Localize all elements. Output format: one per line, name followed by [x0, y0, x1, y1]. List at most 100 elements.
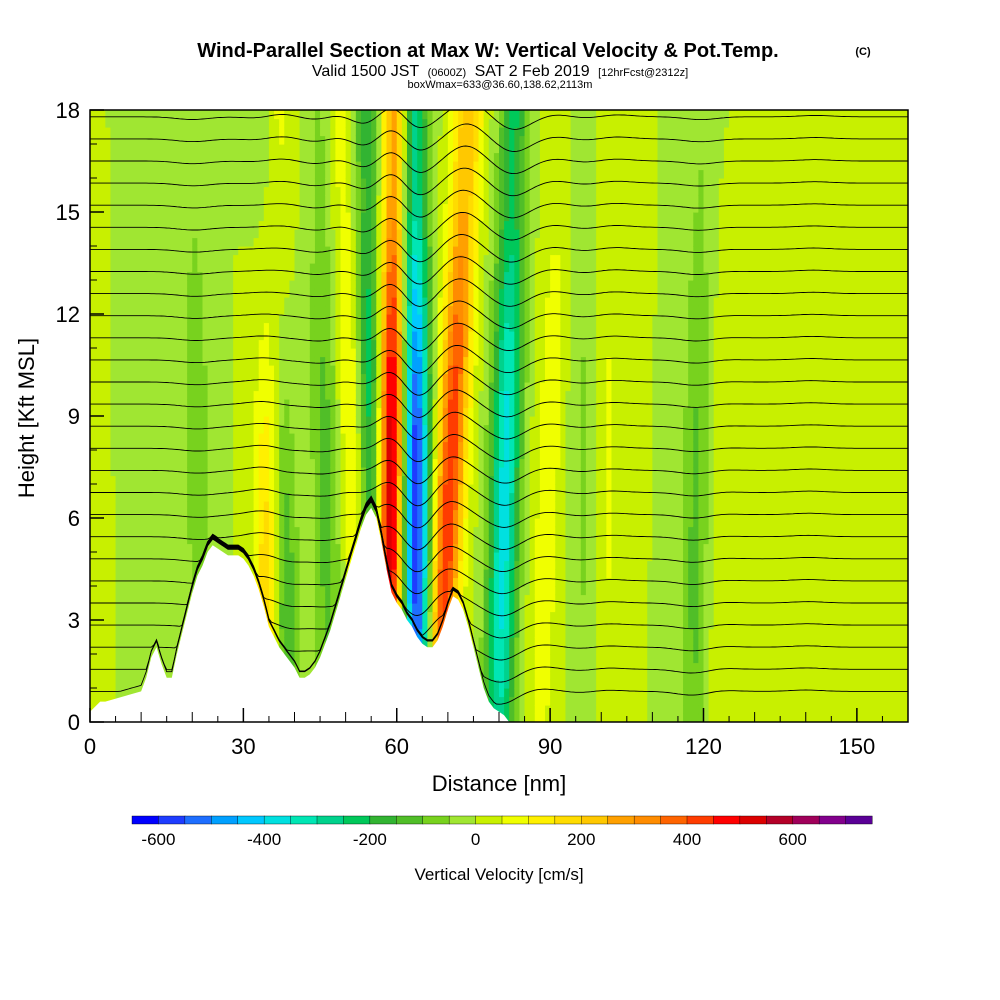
velocity-cell [268, 577, 275, 587]
velocity-cell [151, 348, 158, 358]
velocity-cell [350, 135, 357, 145]
velocity-cell [350, 254, 357, 264]
velocity-cell [427, 280, 434, 290]
velocity-cell [335, 152, 342, 162]
velocity-cell [284, 407, 290, 417]
velocity-cell [330, 314, 336, 324]
velocity-cell [335, 501, 342, 511]
velocity-cell [304, 237, 311, 247]
velocity-cell [386, 271, 393, 281]
velocity-cell [386, 526, 393, 536]
velocity-cell [120, 458, 127, 468]
velocity-cell [151, 586, 158, 596]
velocity-cell [95, 110, 101, 120]
velocity-cell [222, 297, 229, 307]
velocity-cell [304, 543, 311, 553]
velocity-cell [187, 492, 193, 502]
velocity-cell [222, 407, 229, 417]
velocity-cell [90, 654, 96, 664]
velocity-cell [406, 543, 413, 553]
velocity-cell [437, 450, 444, 460]
velocity-cell [171, 501, 178, 511]
velocity-cell [222, 467, 229, 477]
velocity-cell [176, 501, 183, 511]
velocity-cell [100, 390, 106, 400]
velocity-cell [130, 135, 137, 145]
velocity-cell [100, 254, 106, 264]
velocity-cell [350, 467, 357, 477]
velocity-cell [146, 390, 152, 400]
velocity-cell [304, 594, 311, 604]
velocity-cell [314, 246, 321, 256]
velocity-cell [412, 484, 418, 494]
velocity-cell [100, 220, 106, 230]
velocity-cell [156, 620, 163, 630]
velocity-cell [217, 195, 224, 205]
velocity-cell [130, 492, 137, 502]
velocity-cell [243, 254, 250, 264]
velocity-cell [90, 628, 96, 638]
velocity-cell [197, 560, 204, 570]
velocity-cell [187, 169, 193, 179]
velocity-cell [90, 433, 96, 443]
velocity-cell [130, 560, 137, 570]
velocity-cell [136, 322, 142, 332]
velocity-cell [263, 220, 270, 230]
velocity-cell [233, 382, 239, 392]
velocity-cell [95, 467, 101, 477]
velocity-cell [325, 594, 331, 604]
velocity-cell [345, 263, 352, 273]
velocity-cell [258, 569, 265, 579]
velocity-cell [314, 416, 321, 426]
velocity-cell [110, 348, 117, 358]
velocity-cell [217, 297, 224, 307]
velocity-cell [304, 560, 311, 570]
velocity-cell [207, 254, 214, 264]
velocity-cell [166, 492, 173, 502]
velocity-cell [289, 424, 296, 434]
velocity-cell [161, 492, 168, 502]
velocity-cell [304, 280, 311, 290]
velocity-cell [381, 331, 388, 341]
velocity-cell [253, 127, 260, 137]
velocity-cell [320, 110, 326, 120]
velocity-cell [146, 441, 152, 451]
velocity-cell [125, 382, 132, 392]
velocity-cell [284, 254, 290, 264]
velocity-cell [90, 560, 96, 570]
velocity-cell [279, 186, 285, 196]
velocity-cell [268, 254, 275, 264]
velocity-cell [325, 237, 331, 247]
velocity-cell [248, 297, 255, 307]
velocity-cell [156, 373, 163, 383]
velocity-cell [371, 365, 377, 375]
velocity-cell [202, 220, 209, 230]
velocity-cell [304, 637, 311, 647]
velocity-cell [125, 110, 132, 120]
velocity-cell [304, 654, 311, 664]
velocity-cell [376, 509, 383, 519]
velocity-cell [366, 492, 372, 502]
velocity-cell [202, 492, 209, 502]
velocity-cell [437, 331, 444, 341]
velocity-cell [274, 484, 280, 494]
velocity-cell [309, 594, 316, 604]
velocity-cell [417, 254, 423, 264]
velocity-cell [299, 322, 306, 332]
velocity-cell [340, 569, 347, 579]
velocity-cell [391, 271, 398, 281]
velocity-cell [228, 373, 234, 383]
velocity-cell [412, 110, 418, 120]
velocity-cell [228, 152, 234, 162]
velocity-cell [166, 169, 173, 179]
velocity-cell [100, 662, 106, 672]
velocity-cell [401, 288, 408, 298]
velocity-cell [197, 365, 204, 375]
velocity-cell [146, 356, 152, 366]
velocity-cell [289, 518, 296, 528]
velocity-cell [115, 314, 122, 324]
velocity-cell [166, 458, 173, 468]
velocity-cell [299, 390, 306, 400]
velocity-cell [289, 229, 296, 239]
velocity-cell [222, 229, 229, 239]
